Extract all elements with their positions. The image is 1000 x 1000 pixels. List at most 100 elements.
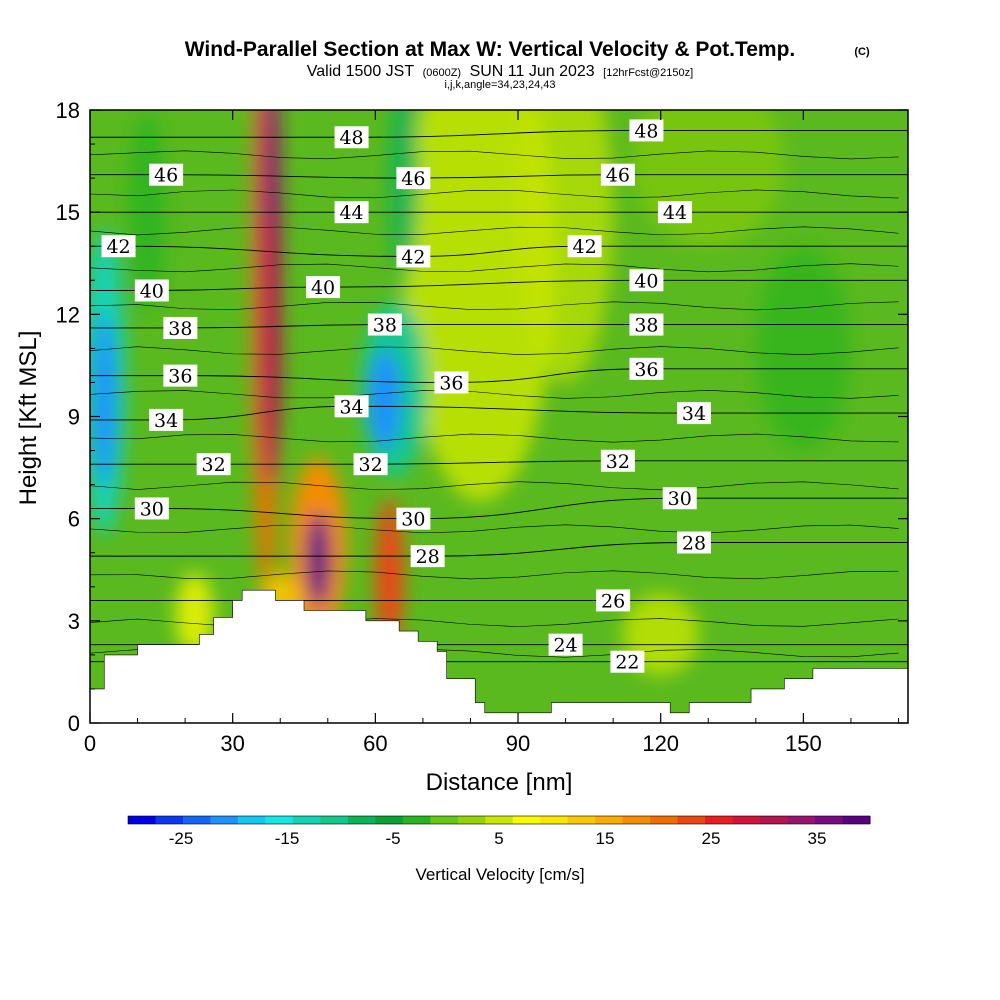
colorbar-swatch [210,816,239,824]
theta-contour-label: 46 [600,163,635,187]
colorbar-tick-label: -15 [275,829,300,848]
colorbar-swatch [265,816,294,824]
svg-text:36: 36 [439,372,463,394]
theta-contour-label: 26 [596,589,631,612]
theta-contour-label: 40 [134,279,169,302]
velocity-cell [403,110,557,502]
svg-text:34: 34 [682,403,706,425]
grid-indices: i,j,k,angle=34,23,24,43 [444,79,555,91]
contour-labels: 22 24 26 28 28 30 30 30 32 32 32 34 34 34 36 36 36 38 38 38… [101,119,711,674]
theta-contour-label: 36 [163,364,198,388]
theta-contour-label: 34 [334,395,369,418]
theta-contour-label: 40 [306,276,341,299]
valid-utc: (0600Z) [423,67,462,79]
svg-text:26: 26 [601,590,625,612]
svg-text:34: 34 [154,410,178,432]
theta-contour-label: 36 [434,371,469,394]
colorbar-swatch [128,816,156,824]
theta-contour-label: 44 [657,201,692,224]
svg-text:38: 38 [168,318,192,340]
svg-text:32: 32 [606,451,630,473]
theta-contour-label: 48 [629,119,664,142]
svg-text:30: 30 [401,509,425,531]
theta-contour-line [90,301,899,311]
colorbar-swatch [677,816,706,824]
svg-text:38: 38 [373,315,397,337]
svg-text:42: 42 [573,236,597,258]
theta-contour-label: 38 [629,313,664,337]
svg-text:46: 46 [401,168,425,190]
colorbar-swatch [402,816,431,824]
colorbar-swatch [567,816,596,824]
x-axis: 0 30 60 90 120 150 [84,110,899,756]
svg-text:28: 28 [682,533,706,555]
plot-area: 22 24 26 28 28 30 30 30 32 32 32 34 34 34 36 36 36 38 38 38… [90,110,908,723]
x-tick-label: 90 [506,731,530,756]
valid-date: SUN 11 Jun 2023 [470,63,595,80]
svg-text:40: 40 [140,280,164,302]
colorbar-tick-label: 15 [596,829,615,848]
theta-contour-label: 32 [353,453,388,476]
theta-contour-label: 28 [410,545,445,568]
colorbar-swatch [347,816,376,824]
colorbar-tick-label: -5 [385,829,400,848]
x-tick-label: 60 [363,731,387,756]
svg-text:24: 24 [553,635,577,657]
velocity-cell [92,314,117,485]
y-tick-label: 18 [56,98,80,123]
velocity-cell [632,110,785,247]
colorbar-swatch [292,816,321,824]
svg-text:44: 44 [339,202,363,224]
colorbar-tick-label: 25 [702,829,721,848]
colorbar-swatch [650,816,679,824]
theta-contour-label: 44 [334,201,369,224]
theta-contour-label: 48 [334,126,369,149]
theta-contour-line [90,226,899,236]
theta-contour-label: 30 [396,507,431,531]
theta-contour-label: 46 [396,167,431,190]
colorbar-swatch [540,816,569,824]
svg-text:44: 44 [663,202,687,224]
theta-contour-label: 22 [610,650,645,674]
theta-contour-label: 38 [163,316,198,340]
x-tick-label: 120 [642,731,679,756]
theta-contour-line [90,150,899,160]
theta-contour-label: 32 [196,453,231,476]
theta-contour-line [90,389,899,399]
theta-contour-line [90,189,899,199]
svg-text:32: 32 [358,454,382,476]
theta-contour-label: 42 [101,235,136,258]
theta-contour-label: 34 [149,408,184,432]
colorbar-swatch [375,816,404,824]
svg-text:46: 46 [154,165,178,187]
colorbar-swatch [760,816,789,824]
colorbar-swatch [787,816,816,824]
svg-text:22: 22 [615,652,639,674]
theta-contour-line [90,460,908,465]
svg-text:38: 38 [634,315,658,337]
colorbar-swatch [622,816,651,824]
theta-contour-line [90,263,899,273]
svg-text:30: 30 [140,498,164,520]
theta-contour-line [90,570,899,580]
colorbar-swatch [155,816,184,824]
x-tick-label: 0 [84,731,96,756]
colorbar-swatch [320,816,349,824]
svg-text:40: 40 [634,270,658,292]
svg-text:30: 30 [668,488,692,510]
theta-contour-label: 46 [149,163,184,187]
colorbar-swatch [595,816,624,824]
x-tick-label: 30 [220,731,244,756]
theta-contour-label: 42 [396,245,431,268]
svg-text:36: 36 [168,366,192,388]
colorbar-swatch [237,816,266,824]
colorbar-swatch [842,816,871,824]
svg-text:28: 28 [416,546,440,568]
svg-text:32: 32 [202,454,226,476]
velocity-cell [306,511,331,608]
valid-time-line: Valid 1500 JST (0600Z) SUN 11 Jun 2023 [… [307,63,693,80]
colorbar-swatch [182,816,211,824]
colorbar-swatch [815,816,844,824]
